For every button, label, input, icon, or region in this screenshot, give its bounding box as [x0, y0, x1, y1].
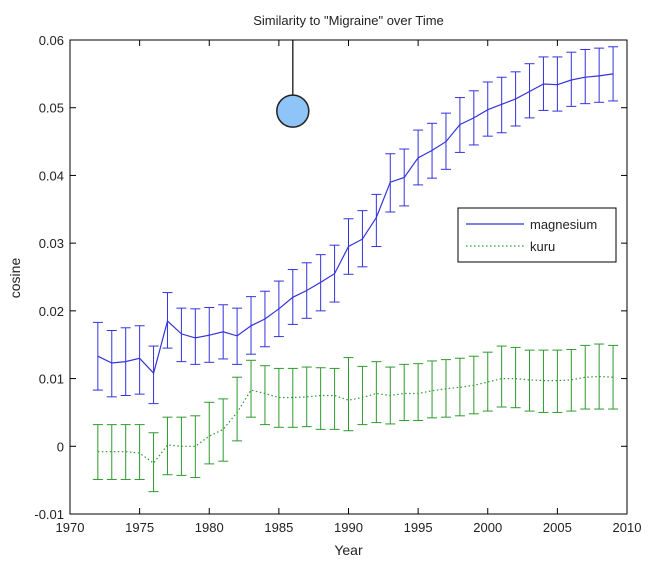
- series-layer: [92, 46, 619, 493]
- y-tick-label: 0.05: [39, 101, 64, 116]
- plot-background: [70, 40, 627, 514]
- series-line-kuru: [97, 375, 614, 465]
- y-tick-label: 0: [57, 439, 64, 454]
- legend-label-magnesium: magnesium: [530, 217, 597, 232]
- legend-label-kuru: kuru: [530, 239, 555, 254]
- y-tick-label: -0.01: [34, 507, 64, 522]
- x-tick-label: 2005: [543, 520, 572, 535]
- series-magnesium: [92, 46, 619, 405]
- y-tick-label: 0.03: [39, 236, 64, 251]
- x-tick-label: 1970: [56, 520, 85, 535]
- chart-title: Similarity to "Migraine" over Time: [253, 13, 444, 28]
- series-line-magnesium: [97, 73, 614, 375]
- x-axis-title: Year: [334, 542, 363, 558]
- y-tick-label: 0.01: [39, 372, 64, 387]
- x-tick-label: 2000: [473, 520, 502, 535]
- series-kuru: [92, 343, 619, 493]
- y-tick-label: 0.02: [39, 304, 64, 319]
- annotation-marker: [276, 94, 310, 128]
- x-tick-label: 1985: [264, 520, 293, 535]
- y-tick-label: 0.06: [39, 33, 64, 48]
- legend: magnesium kuru: [457, 207, 617, 263]
- legend-box: [457, 207, 617, 263]
- x-tick-label: 1980: [195, 520, 224, 535]
- x-tick-label: 1975: [125, 520, 154, 535]
- annotation-layer: [276, 40, 310, 128]
- x-tick-label: 1995: [404, 520, 433, 535]
- y-tick-label: 0.04: [39, 168, 64, 183]
- x-tick-label: 2010: [613, 520, 642, 535]
- y-axis-title: cosine: [7, 258, 23, 299]
- tick-layer: 1970 1975 1980 1985 1990 1995 2000 2005 2010 -0.0…: [34, 33, 641, 535]
- x-tick-label: 1990: [334, 520, 363, 535]
